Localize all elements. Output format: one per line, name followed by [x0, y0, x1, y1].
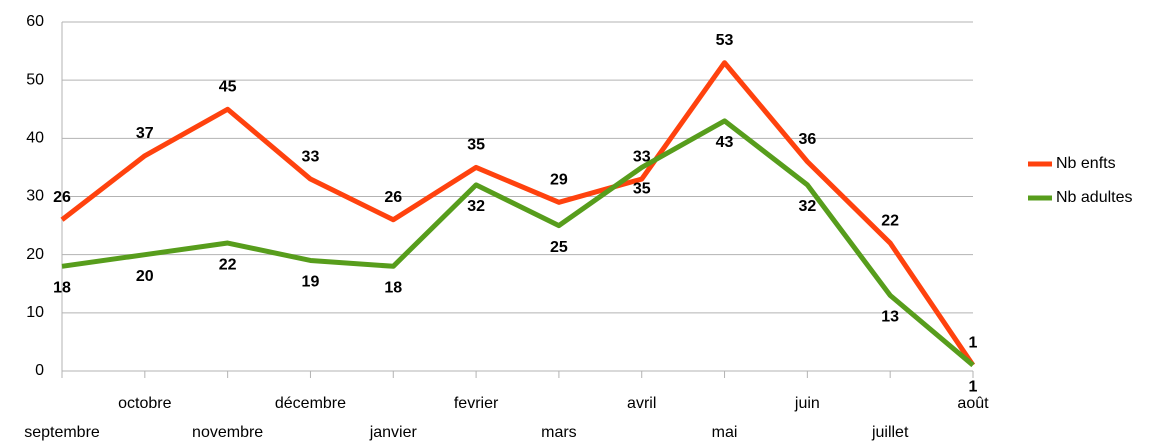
- data-label: 22: [881, 212, 899, 229]
- data-label: 32: [798, 198, 816, 215]
- x-tick-label: avril: [627, 395, 656, 412]
- x-tick-label: août: [957, 395, 989, 412]
- data-label: 32: [467, 198, 485, 215]
- data-label: 45: [219, 78, 237, 95]
- data-label: 33: [633, 148, 651, 165]
- data-label: 13: [881, 309, 899, 326]
- data-label: 18: [384, 280, 402, 297]
- data-label: 36: [798, 131, 816, 148]
- x-tick-label: mai: [712, 424, 738, 441]
- y-tick-label: 10: [26, 304, 44, 321]
- data-label: 1: [969, 334, 978, 351]
- data-label: 25: [550, 239, 568, 256]
- data-label: 33: [302, 148, 320, 165]
- y-tick-label: 30: [26, 188, 44, 205]
- data-label: 35: [633, 181, 651, 198]
- y-tick-label: 50: [26, 71, 44, 88]
- data-label: 26: [384, 189, 402, 206]
- x-tick-label: juin: [794, 395, 820, 412]
- x-tick-label: décembre: [275, 395, 346, 412]
- y-tick-label: 40: [26, 130, 44, 147]
- data-label: 22: [219, 256, 237, 273]
- y-tick-label: 0: [35, 362, 44, 379]
- data-label: 35: [467, 137, 485, 154]
- data-label: 19: [302, 274, 320, 291]
- data-label: 26: [53, 189, 71, 206]
- y-tick-label: 60: [26, 13, 44, 30]
- y-tick-label: 20: [26, 246, 44, 263]
- data-label: 20: [136, 268, 154, 285]
- x-tick-label: mars: [541, 424, 577, 441]
- x-tick-label: janvier: [369, 424, 418, 441]
- x-tick-label: novembre: [192, 424, 263, 441]
- x-tick-label: octobre: [118, 395, 171, 412]
- legend-label: Nb enfts: [1056, 155, 1116, 172]
- data-label: 37: [136, 125, 154, 142]
- x-tick-label: septembre: [24, 424, 100, 441]
- data-label: 53: [716, 32, 734, 49]
- x-tick-label: fevrier: [454, 395, 499, 412]
- x-tick-label: juillet: [871, 424, 909, 441]
- data-label: 29: [550, 172, 568, 189]
- series-line: [61, 118, 975, 368]
- data-label: 1: [969, 378, 978, 395]
- legend-label: Nb adultes: [1056, 189, 1133, 206]
- series-line: [60, 60, 976, 367]
- data-label: 18: [53, 280, 71, 297]
- data-label: 43: [716, 134, 734, 151]
